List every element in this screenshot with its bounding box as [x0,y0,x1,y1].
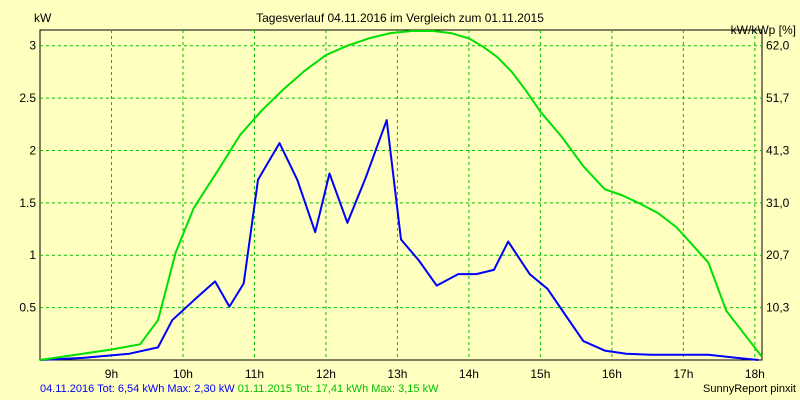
y-tick-label-right: 31,0 [766,196,790,210]
footer-series-2015: 01.11.2015 Tot: 17,41 kWh Max: 3,15 kW [237,383,439,395]
series-line-04.11.2016 [39,119,759,361]
x-tick-label: 15h [530,367,550,381]
x-tick-label: 16h [602,367,622,381]
y-tick-label-left: 1.5 [19,196,36,210]
x-tick-label: 11h [245,367,264,381]
y-axis-label-right: kW/kWp [%] [731,23,796,37]
y-tick-label-left: 1 [29,248,36,262]
footer-credit: SunnyReport pinxit [703,383,796,395]
y-tick-label-right: 20,7 [766,248,790,262]
footer: 04.11.2016 Tot: 6,54 kWh Max: 2,30 kW 01… [0,380,800,398]
y-tick-label-left: 3 [29,39,36,53]
y-tick-label-right: 10,3 [766,301,790,315]
x-tick-label: 13h [387,367,407,381]
x-tick-label: 9h [105,367,118,381]
y-tick-label-right: 41,3 [766,143,790,157]
grid [40,30,762,360]
y-tick-label-left: 2.5 [19,91,36,105]
y-tick-label-left: 2 [29,143,36,157]
axes-text: 9h 10h 11h 12h 13h 14h 15h 16h 17h 18h 0.5 10,3 1 20,… [19,39,789,381]
y-tick-label-right: 62,0 [766,39,790,53]
y-tick-label-left: 0.5 [19,301,36,315]
footer-summary: 04.11.2016 Tot: 6,54 kWh Max: 2,30 kW 01… [40,380,438,398]
series-line-01.11.2015 [39,30,763,361]
x-tick-label: 17h [673,367,693,381]
y-tick-label-right: 51,7 [766,91,790,105]
x-tick-label: 18h [745,367,765,381]
x-tick-label: 10h [173,367,193,381]
chart-title: Tagesverlauf 04.11.2016 im Vergleich zum… [256,11,544,25]
y-axis-label-left: kW [34,11,52,25]
footer-series-2016: 04.11.2016 Tot: 6,54 kWh Max: 2,30 kW [40,383,235,395]
x-tick-label: 12h [316,367,336,381]
plot-area [39,29,763,361]
series-layer [39,30,763,361]
x-tick-label: 14h [459,367,479,381]
